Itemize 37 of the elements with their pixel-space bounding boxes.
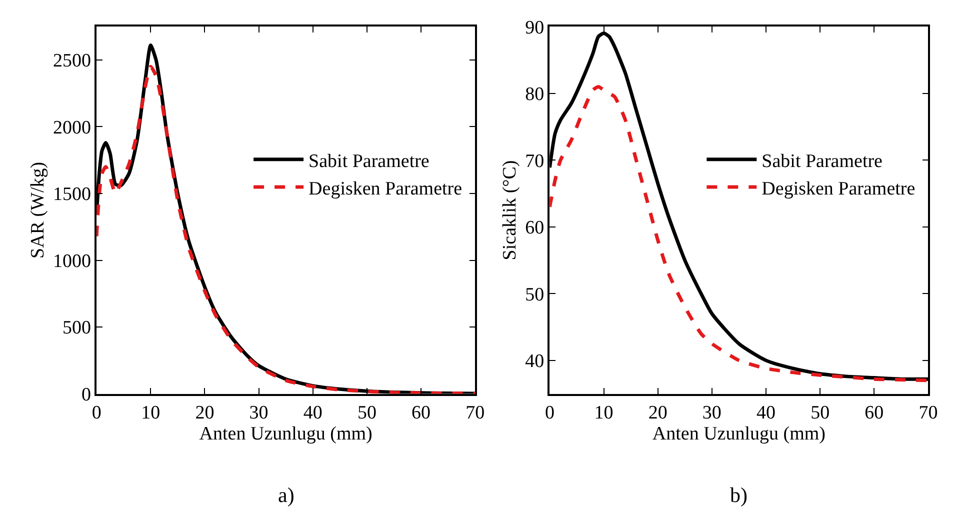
- x-tick-label: 30: [702, 402, 722, 424]
- legend-label: Sabit Parametre: [308, 150, 430, 172]
- x-tick-label: 60: [412, 402, 431, 424]
- x-axis-title: Anten Uzunlugu (mm): [652, 424, 826, 445]
- y-tick-label: 0: [82, 384, 92, 406]
- y-tick-label: 1500: [53, 184, 92, 206]
- x-tick-label: 70: [918, 402, 938, 424]
- x-tick-label: 10: [141, 402, 160, 424]
- y-tick-label: 1000: [53, 250, 92, 272]
- y-tick-label: 2500: [53, 50, 92, 72]
- text: a): [278, 483, 294, 507]
- x-tick-label: 30: [249, 402, 268, 424]
- y-tick-label: 90: [525, 17, 544, 38]
- x-tick-label: 20: [195, 402, 214, 424]
- y-tick-label: 70: [525, 150, 544, 172]
- y-axis-title: SAR (W/kg): [27, 162, 48, 258]
- y-axis-title: Sicaklik (°C): [499, 160, 520, 260]
- legend-label: Degisken Parametre: [762, 178, 916, 200]
- y-tick-label: 50: [525, 284, 544, 306]
- x-tick-label: 50: [357, 402, 376, 424]
- y-tick-label: 500: [62, 318, 92, 339]
- y-tick-label: 40: [525, 351, 544, 372]
- y-tick-label: 2000: [53, 117, 92, 138]
- text: b): [730, 483, 748, 507]
- x-axis-title: Anten Uzunlugu (mm): [199, 424, 372, 445]
- line-series: [550, 84, 928, 382]
- legend-label: Sabit Parametre: [762, 150, 882, 172]
- x-tick-label: 70: [466, 402, 485, 424]
- x-tick-label: 40: [756, 402, 776, 424]
- x-tick-label: 20: [648, 402, 668, 424]
- x-tick-label: 60: [864, 402, 884, 424]
- x-tick-label: 40: [303, 402, 322, 424]
- x-tick-label: 10: [594, 402, 614, 424]
- x-tick-label: 50: [810, 402, 830, 424]
- y-tick-label: 80: [525, 84, 544, 106]
- y-tick-label: 60: [525, 218, 544, 239]
- legend-label: Degisken Parametre: [308, 178, 462, 200]
